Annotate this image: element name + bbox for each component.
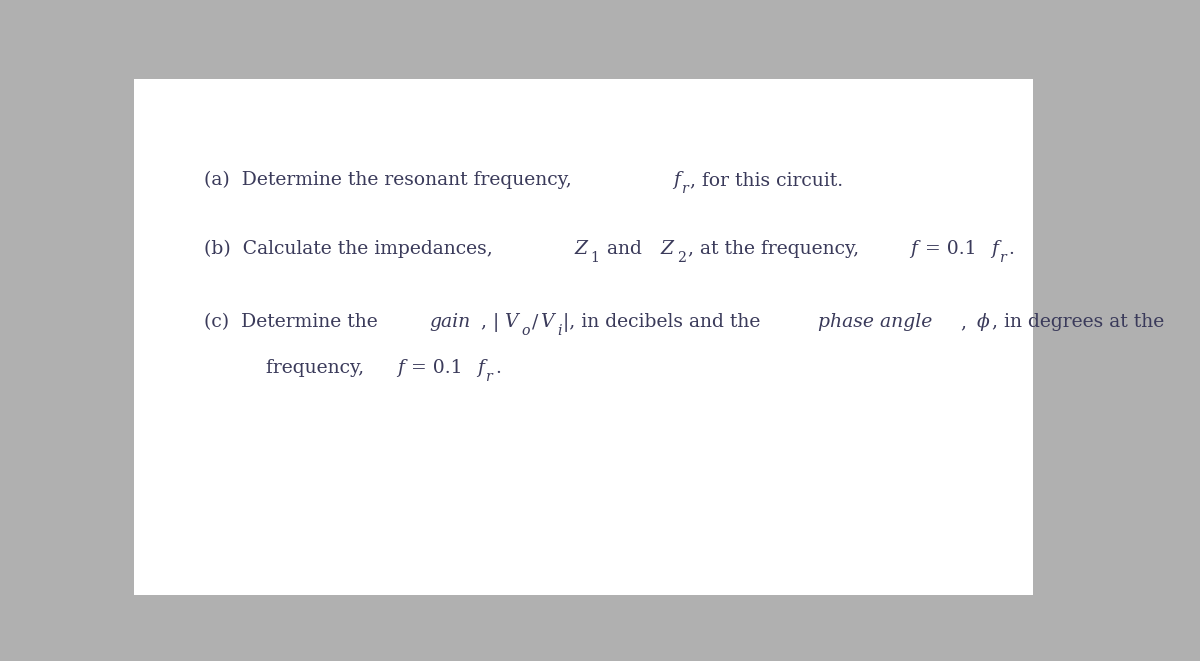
Text: .: . bbox=[494, 360, 500, 377]
Text: r: r bbox=[1000, 251, 1007, 266]
Text: gain: gain bbox=[430, 313, 470, 331]
Text: 1: 1 bbox=[590, 251, 599, 266]
Text: V: V bbox=[504, 313, 518, 331]
Text: i: i bbox=[557, 324, 562, 338]
Text: ϕ: ϕ bbox=[977, 313, 989, 331]
Text: ,: , bbox=[961, 313, 973, 331]
Text: (b)  Calculate the impedances,: (b) Calculate the impedances, bbox=[204, 240, 499, 258]
Text: , |: , | bbox=[481, 313, 499, 332]
Text: /: / bbox=[532, 313, 539, 331]
Text: f: f bbox=[673, 171, 680, 189]
Text: (c)  Determine the: (c) Determine the bbox=[204, 313, 384, 331]
Text: f: f bbox=[991, 241, 998, 258]
Text: , at the frequency,: , at the frequency, bbox=[688, 241, 865, 258]
Text: V: V bbox=[540, 313, 553, 331]
Text: (a)  Determine the resonant frequency,: (a) Determine the resonant frequency, bbox=[204, 171, 578, 189]
Text: = 0.1: = 0.1 bbox=[919, 241, 977, 258]
Text: phase angle: phase angle bbox=[817, 313, 932, 331]
Text: f: f bbox=[397, 360, 403, 377]
Text: |, in decibels and the: |, in decibels and the bbox=[563, 313, 766, 332]
FancyBboxPatch shape bbox=[134, 79, 1033, 595]
Text: r: r bbox=[486, 370, 493, 385]
Text: .: . bbox=[1008, 241, 1014, 258]
Text: f: f bbox=[478, 360, 485, 377]
Text: Z: Z bbox=[660, 241, 673, 258]
Text: frequency,: frequency, bbox=[266, 360, 370, 377]
Text: , in degrees at the: , in degrees at the bbox=[992, 313, 1164, 331]
Text: r: r bbox=[682, 182, 689, 196]
Text: o: o bbox=[521, 324, 530, 338]
Text: = 0.1: = 0.1 bbox=[406, 360, 463, 377]
Text: , for this circuit.: , for this circuit. bbox=[690, 171, 844, 189]
Text: f: f bbox=[910, 241, 917, 258]
Text: Z: Z bbox=[574, 241, 587, 258]
Text: and: and bbox=[601, 241, 648, 258]
Text: 2: 2 bbox=[677, 251, 685, 266]
